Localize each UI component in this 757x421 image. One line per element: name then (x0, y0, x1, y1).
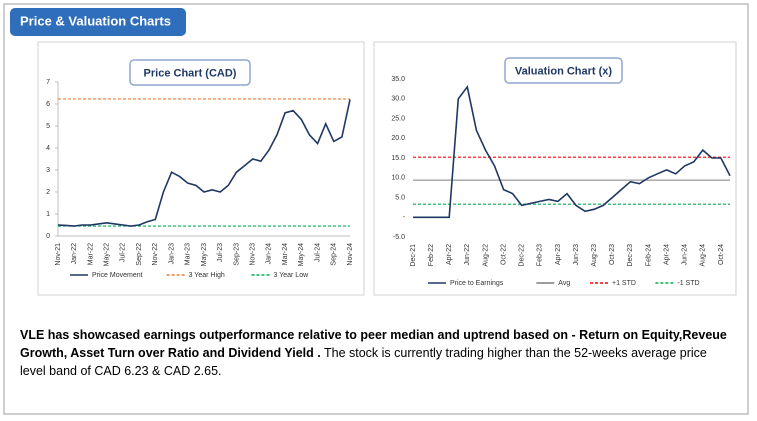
x-tick-label: Apr-24 (663, 244, 670, 265)
y-tick-label: 15.0 (391, 155, 405, 162)
y-tick-label: 2 (46, 189, 50, 196)
x-tick-label: Apr-23 (555, 244, 562, 265)
x-tick-label: Jan-23 (168, 243, 175, 265)
y-tick-label: 20.0 (391, 135, 405, 142)
x-tick-label: Sep-22 (136, 243, 143, 266)
x-tick-label: Nov-23 (250, 243, 257, 266)
y-tick-label: 1 (46, 211, 50, 218)
x-tick-label: Mar-24 (282, 243, 289, 265)
y-tick-label: 35.0 (391, 76, 405, 83)
x-tick-label: Aug-22 (482, 244, 489, 267)
y-tick-label: 30.0 (391, 96, 405, 103)
x-tick-label: Nov-21 (55, 243, 62, 266)
title-box (129, 59, 251, 86)
y-tick-label: 10.0 (391, 175, 405, 182)
x-tick-label: May-23 (201, 243, 208, 266)
summary-bold: VLE has showcased earnings outperformanc… (20, 328, 727, 360)
summary: VLE has showcased earnings outperformanc… (20, 326, 735, 380)
x-tick-label: Jun-22 (464, 244, 471, 266)
legend-label: Avg (558, 280, 570, 287)
x-tick-label: Oct-23 (609, 244, 616, 265)
x-tick-label: Jun-24 (682, 244, 689, 266)
x-tick-label: Sep-23 (233, 243, 240, 266)
x-tick-label: Jan-24 (266, 243, 273, 265)
x-tick-label: Mar-22 (87, 243, 94, 265)
x-tick-label: Sep-24 (331, 243, 338, 266)
y-tick-label: 5.0 (395, 194, 405, 201)
legend-label: 3 Year High (189, 272, 225, 279)
x-tick-label: May-24 (298, 243, 305, 266)
y-tick-label: 5 (46, 123, 50, 130)
chart-title: Price Chart (CAD) (144, 67, 237, 79)
x-tick-label: Nov-24 (347, 243, 354, 266)
x-tick-label: Oct-22 (500, 244, 507, 265)
x-tick-label: May-22 (104, 243, 111, 266)
legend-label: 3 Year Low (274, 272, 310, 279)
x-tick-label: Feb-24 (645, 244, 652, 266)
legend-label: Price Movement (92, 272, 143, 279)
x-tick-label: Jul-24 (314, 243, 321, 262)
x-tick-label: Nov-22 (152, 243, 159, 266)
x-tick-label: Dec-21 (410, 244, 417, 267)
x-tick-label: Aug-23 (591, 244, 598, 267)
x-tick-label: Jan-22 (71, 243, 78, 265)
x-tick-label: Jun-23 (573, 244, 580, 266)
legend-label: -1 STD (677, 280, 699, 287)
y-tick-label: 25.0 (391, 115, 405, 122)
y-tick-label: - (403, 214, 406, 221)
summary-text: The stock is currently trading higher th… (20, 346, 707, 378)
x-tick-label: Jul-23 (217, 243, 224, 262)
legend-label: +1 STD (612, 280, 636, 287)
header-tab (10, 8, 186, 36)
x-tick-label: Oct-24 (718, 244, 725, 265)
y-tick-label: 7 (46, 79, 50, 86)
x-tick-label: Apr-22 (446, 244, 453, 265)
legend-label: Price to Earnings (450, 280, 504, 287)
y-tick-label: 3 (46, 167, 50, 174)
line (57, 99, 351, 227)
x-tick-label: Jul-22 (120, 243, 127, 262)
valuation-panel (373, 41, 737, 296)
x-tick-label: Dec-23 (627, 244, 634, 267)
x-tick-label: Mar-23 (185, 243, 192, 265)
x-tick-label: Dec-22 (519, 244, 526, 267)
y-tick-label: 0 (46, 233, 50, 240)
y-tick-label: -5.0 (393, 234, 405, 241)
y-tick-label: 4 (46, 145, 50, 152)
x-tick-label: Aug-24 (700, 244, 707, 267)
y-tick-label: 6 (46, 101, 50, 108)
x-tick-label: Feb-23 (537, 244, 544, 266)
title-box (504, 57, 623, 84)
chart-title: Valuation Chart (x) (515, 65, 613, 77)
x-tick-label: Feb-22 (428, 244, 435, 266)
header-title: Price & Valuation Charts (20, 13, 171, 28)
line (413, 85, 731, 219)
